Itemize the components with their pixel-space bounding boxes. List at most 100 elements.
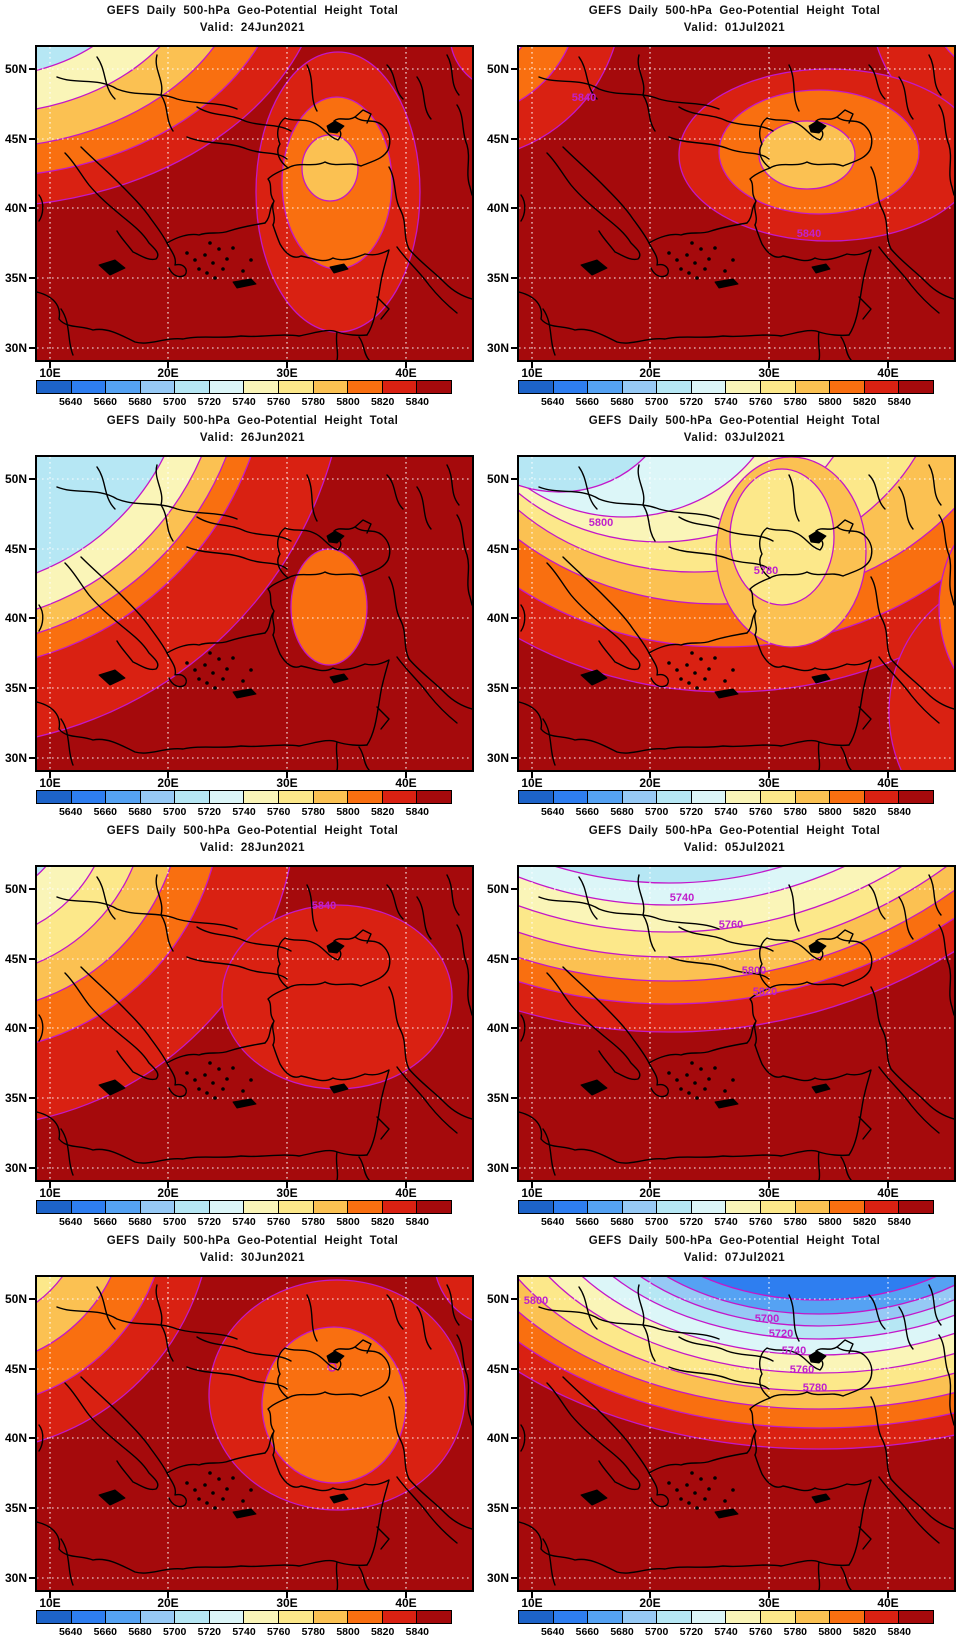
colorbar-tick-label: 5740 xyxy=(714,1626,738,1638)
lon-label: 10E xyxy=(39,366,61,380)
lon-label: 30E xyxy=(276,1596,298,1610)
lon-tick xyxy=(405,362,407,368)
lon-label: 10E xyxy=(39,776,61,790)
lat-label: 35N xyxy=(4,271,27,285)
contour-value-label: 5780 xyxy=(754,565,778,577)
colorbar-tick-label: 5640 xyxy=(58,396,83,408)
colorbar-segment xyxy=(279,1201,314,1213)
lat-tick xyxy=(511,888,518,890)
colorbar-tick-label: 5780 xyxy=(301,1216,325,1228)
colorbar-segment xyxy=(37,791,72,803)
panel-valid-date: Valid: 24Jun2021 xyxy=(199,22,306,34)
colorbar-segment xyxy=(899,791,933,803)
coastlines xyxy=(37,874,472,1180)
colorbar-tick-label: 5740 xyxy=(714,806,738,818)
lat-label: 50N xyxy=(486,472,509,486)
lon-label: 40E xyxy=(877,1596,899,1610)
lon-label: 30E xyxy=(276,1186,298,1200)
colorbar-segment xyxy=(899,381,933,393)
lat-label: 40N xyxy=(486,201,509,215)
lon-tick xyxy=(768,772,770,778)
colorbar-segment xyxy=(279,381,314,393)
colorbar-tick-label: 5700 xyxy=(162,806,187,818)
lat-tick xyxy=(511,687,518,689)
colorbar-segment xyxy=(622,1611,658,1623)
colorbar xyxy=(518,380,934,394)
colorbar-segment xyxy=(313,1201,349,1213)
contour-labels: 5740 5760 5800 5820 xyxy=(670,892,777,998)
colorbar-segment xyxy=(588,1611,623,1623)
coastlines xyxy=(37,1284,472,1590)
colorbar-tick-label: 5840 xyxy=(405,1216,429,1228)
colorbar-segment xyxy=(761,381,796,393)
contour-value-label: 5720 xyxy=(769,1328,793,1340)
contour-map: 5840 xyxy=(35,865,474,1182)
colorbar-tick-label: 5660 xyxy=(93,1216,117,1228)
colorbar-segment xyxy=(795,381,831,393)
colorbar-segment xyxy=(244,791,280,803)
panel-title: GEFS Daily 500-hPa Geo-Potential Height … xyxy=(588,825,881,837)
lat-tick xyxy=(511,1167,518,1169)
colorbar-segment xyxy=(795,791,831,803)
lon-tick xyxy=(286,1592,288,1598)
colorbar xyxy=(518,790,934,804)
colorbar-segment xyxy=(622,1201,658,1213)
lon-tick xyxy=(649,772,651,778)
colorbar-segment xyxy=(657,791,692,803)
contour-value-label: 5780 xyxy=(803,1382,827,1394)
lon-tick xyxy=(167,772,169,778)
contour-value-label: 5760 xyxy=(790,1364,814,1376)
colorbar-tick-label: 5640 xyxy=(540,1216,565,1228)
colorbar-segment xyxy=(244,1201,280,1213)
colorbar-segment xyxy=(71,1611,107,1623)
colorbar-segment xyxy=(175,1611,210,1623)
colorbar-segment xyxy=(106,791,141,803)
lat-tick xyxy=(511,478,518,480)
colorbar-tick-label: 5640 xyxy=(540,806,565,818)
lat-tick xyxy=(29,888,36,890)
lon-label: 20E xyxy=(157,1186,179,1200)
colorbar-segment xyxy=(519,791,554,803)
colorbar-segment xyxy=(313,381,349,393)
colorbar-tick-label: 5840 xyxy=(887,806,911,818)
colorbar-segment xyxy=(761,1611,796,1623)
colorbar-segment xyxy=(830,1201,865,1213)
map-panel: GEFS Daily 500-hPa Geo-Potential Height … xyxy=(482,410,964,820)
colorbar-segment xyxy=(588,791,623,803)
grid-lines xyxy=(37,457,472,770)
colorbar-tick-label: 5840 xyxy=(405,806,429,818)
colorbar-tick-label: 5760 xyxy=(266,1216,291,1228)
colorbar-segment xyxy=(417,791,451,803)
colorbar-segment xyxy=(71,1201,107,1213)
lat-tick xyxy=(511,207,518,209)
lon-tick xyxy=(531,1182,533,1188)
colorbar-tick-label: 5800 xyxy=(336,1626,360,1638)
lon-label: 10E xyxy=(39,1596,61,1610)
colorbar-segment xyxy=(691,1201,727,1213)
colorbar-segment xyxy=(864,1201,900,1213)
lon-tick xyxy=(768,362,770,368)
colorbar-tick-label: 5700 xyxy=(644,1216,669,1228)
colorbar-tick-label: 5760 xyxy=(748,806,773,818)
colorbar-tick-label: 5720 xyxy=(197,1626,221,1638)
colorbar-segment xyxy=(726,791,762,803)
lon-tick xyxy=(887,1182,889,1188)
lon-label: 20E xyxy=(639,1186,661,1200)
lat-tick xyxy=(29,1027,36,1029)
colorbar-segment xyxy=(175,791,210,803)
lon-tick xyxy=(405,772,407,778)
lat-label: 30N xyxy=(486,1161,509,1175)
colorbar-tick-label: 5700 xyxy=(162,396,187,408)
map-panel: GEFS Daily 500-hPa Geo-Potential Height … xyxy=(482,1230,964,1640)
colorbar-segment xyxy=(795,1611,831,1623)
panel-valid-date: Valid: 26Jun2021 xyxy=(199,432,306,444)
lat-label: 45N xyxy=(4,952,27,966)
colorbar-tick-label: 5840 xyxy=(887,1216,911,1228)
lat-tick xyxy=(511,277,518,279)
colorbar-tick-label: 5800 xyxy=(818,396,842,408)
colorbar-tick-label: 5720 xyxy=(197,396,221,408)
lat-label: 40N xyxy=(486,1431,509,1445)
colorbar-segment xyxy=(348,1201,383,1213)
colorbar xyxy=(518,1610,934,1624)
lat-label: 40N xyxy=(486,1021,509,1035)
